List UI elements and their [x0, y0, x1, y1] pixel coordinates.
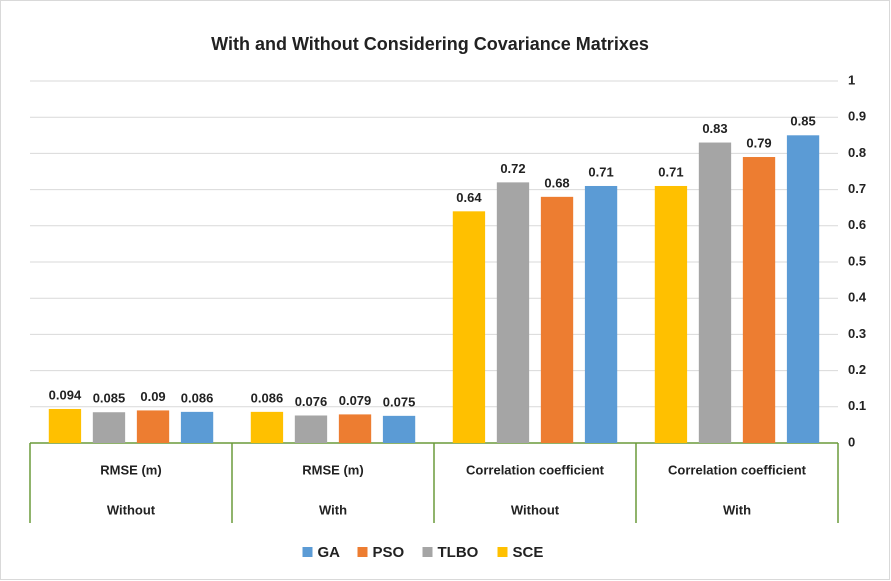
data-label: 0.85 [790, 114, 815, 129]
bar [180, 411, 214, 443]
x-tick-label: RMSE (m) [100, 462, 161, 477]
legend-label: TLBO [438, 544, 479, 561]
data-label: 0.086 [181, 390, 214, 405]
x-tick-label: Without [511, 502, 560, 517]
data-label: 0.83 [702, 121, 727, 136]
legend-label: GA [318, 544, 341, 561]
legend-swatch [497, 547, 508, 557]
y-tick-label: 0.3 [848, 326, 866, 341]
legend-swatch [302, 547, 313, 557]
bar [496, 182, 530, 444]
y-tick-label: 0.5 [848, 253, 866, 268]
data-label: 0.79 [746, 135, 771, 150]
bar [654, 185, 688, 444]
data-label: 0.68 [544, 175, 569, 190]
data-label: 0.085 [93, 391, 126, 406]
y-tick-label: 0.1 [848, 398, 866, 413]
x-tick-label: RMSE (m) [302, 462, 363, 477]
x-tick-label: Correlation coefficient [668, 462, 807, 477]
data-label: 0.094 [49, 387, 82, 402]
legend-swatch [422, 547, 433, 557]
data-label: 0.079 [339, 393, 372, 408]
bar [48, 408, 82, 443]
y-tick-label: 0.9 [848, 109, 866, 124]
bar [786, 135, 820, 444]
bar [742, 157, 776, 443]
bar [382, 415, 416, 443]
y-tick-label: 1 [848, 72, 855, 87]
bar [452, 211, 486, 443]
data-label: 0.086 [251, 390, 284, 405]
bar [698, 142, 732, 444]
y-tick-label: 0.6 [848, 217, 866, 232]
bar [584, 185, 618, 444]
legend-swatch [357, 547, 368, 557]
y-tick-label: 0.7 [848, 181, 866, 196]
x-tick-label: Correlation coefficient [466, 462, 605, 477]
y-tick-label: 0.4 [848, 290, 867, 305]
data-label: 0.72 [500, 161, 525, 176]
y-tick-label: 0 [848, 434, 855, 449]
x-tick-label: Without [107, 502, 156, 517]
legend-label: PSO [373, 544, 405, 561]
data-label: 0.71 [658, 164, 683, 179]
y-tick-label: 0.2 [848, 362, 866, 377]
chart-title: With and Without Considering Covariance … [211, 34, 649, 54]
bar [294, 415, 328, 443]
bar [136, 410, 170, 443]
legend-label: SCE [513, 544, 544, 561]
data-label: 0.09 [140, 389, 165, 404]
bar [92, 412, 126, 443]
x-tick-label: With [723, 502, 751, 517]
bar [540, 196, 574, 443]
x-tick-label: With [319, 502, 347, 517]
data-label: 0.71 [588, 164, 613, 179]
bar [250, 411, 284, 443]
data-label: 0.075 [383, 394, 416, 409]
bar [338, 414, 372, 443]
y-tick-label: 0.8 [848, 145, 866, 160]
data-label: 0.64 [456, 190, 482, 205]
data-label: 0.076 [295, 394, 328, 409]
